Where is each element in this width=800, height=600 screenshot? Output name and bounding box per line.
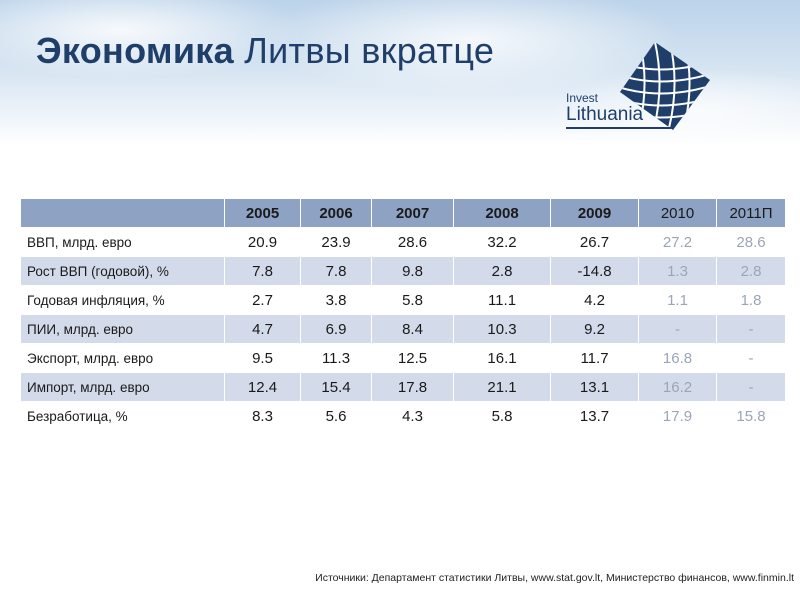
header-row: 2005 2006 2007 2008 2009 2010 2011П (20, 198, 786, 228)
header-corner (20, 198, 225, 228)
row-label: Импорт, млрд. евро (20, 372, 225, 402)
year-header: 2008 (453, 198, 551, 228)
table-cell: -14.8 (550, 256, 639, 286)
table-cell: 4.2 (550, 285, 639, 315)
table-cell: 5.6 (300, 401, 372, 431)
table-row: Рост ВВП (годовой), % 7.8 7.8 9.8 2.8 -1… (20, 256, 786, 286)
table-cell: 3.8 (300, 285, 372, 315)
table-cell: 28.6 (371, 227, 454, 257)
table-cell: 21.1 (453, 372, 551, 402)
table-cell: 5.8 (453, 401, 551, 431)
table-cell: 12.4 (224, 372, 301, 402)
row-label: ВВП, млрд. евро (20, 227, 225, 257)
table-cell: 8.3 (224, 401, 301, 431)
table-cell: 32.2 (453, 227, 551, 257)
year-header: 2009 (550, 198, 639, 228)
table-cell: 20.9 (224, 227, 301, 257)
table-cell: 11.3 (300, 343, 372, 373)
table-cell: 9.2 (550, 314, 639, 344)
table-cell: 6.9 (300, 314, 372, 344)
table-cell: 17.9 (638, 401, 717, 431)
table-cell: 9.8 (371, 256, 454, 286)
year-header: 2007 (371, 198, 454, 228)
table-cell: 7.8 (300, 256, 372, 286)
table-cell: 8.4 (371, 314, 454, 344)
year-header: 2005 (224, 198, 301, 228)
invest-lithuania-logo-icon (620, 42, 710, 130)
source-note: Источники: Департамент статистики Литвы,… (315, 572, 794, 584)
table-cell: 23.9 (300, 227, 372, 257)
title-rest: Литвы вкратце (233, 30, 495, 71)
table-row: ВВП, млрд. евро 20.9 23.9 28.6 32.2 26.7… (20, 227, 786, 257)
logo-lithuania-text: Lithuania (566, 104, 644, 125)
table-cell: - (716, 372, 786, 402)
logo-underline (566, 127, 671, 129)
table-cell: 15.4 (300, 372, 372, 402)
table-row: ПИИ, млрд. евро 4.7 6.9 8.4 10.3 9.2 - - (20, 314, 786, 344)
table-cell: 4.3 (371, 401, 454, 431)
table-cell: - (716, 314, 786, 344)
year-header: 2011П (716, 198, 786, 228)
row-label: Рост ВВП (годовой), % (20, 256, 225, 286)
table-cell: 10.3 (453, 314, 551, 344)
table-cell: 26.7 (550, 227, 639, 257)
table-cell: 16.8 (638, 343, 717, 373)
table-cell: 15.8 (716, 401, 786, 431)
table-cell: 2.8 (716, 256, 786, 286)
table-cell: 9.5 (224, 343, 301, 373)
logo-text: Invest Lithuania (566, 92, 643, 125)
table-cell: - (716, 343, 786, 373)
table-cell: 11.1 (453, 285, 551, 315)
table-cell: 1.3 (638, 256, 717, 286)
table-row: Экспорт, млрд. евро 9.5 11.3 12.5 16.1 1… (20, 343, 786, 373)
table-cell: 1.8 (716, 285, 786, 315)
row-label: Годовая инфляция, % (20, 285, 225, 315)
table-cell: - (638, 314, 717, 344)
table-cell: 27.2 (638, 227, 717, 257)
table-cell: 11.7 (550, 343, 639, 373)
table-cell: 13.1 (550, 372, 639, 402)
table-cell: 2.7 (224, 285, 301, 315)
table-cell: 13.7 (550, 401, 639, 431)
table-cell: 16.2 (638, 372, 717, 402)
row-label: Экспорт, млрд. евро (20, 343, 225, 373)
row-label: ПИИ, млрд. евро (20, 314, 225, 344)
title-bold: Экономика (36, 30, 234, 71)
table-row: Годовая инфляция, % 2.7 3.8 5.8 11.1 4.2… (20, 285, 786, 315)
page-title: Экономика Литвы вкратце (36, 30, 494, 72)
logo-invest-text: Invest (566, 91, 599, 105)
table-cell: 12.5 (371, 343, 454, 373)
table-cell: 1.1 (638, 285, 717, 315)
row-label: Безработица, % (20, 401, 225, 431)
year-header: 2010 (638, 198, 717, 228)
table-row: Импорт, млрд. евро 12.4 15.4 17.8 21.1 1… (20, 372, 786, 402)
table-cell: 4.7 (224, 314, 301, 344)
table-cell: 2.8 (453, 256, 551, 286)
year-header: 2006 (300, 198, 372, 228)
economy-table: 2005 2006 2007 2008 2009 2010 2011П ВВП,… (20, 198, 786, 431)
table-cell: 28.6 (716, 227, 786, 257)
table-cell: 5.8 (371, 285, 454, 315)
table-cell: 7.8 (224, 256, 301, 286)
table-row: Безработица, % 8.3 5.6 4.3 5.8 13.7 17.9… (20, 401, 786, 431)
table-cell: 17.8 (371, 372, 454, 402)
table-cell: 16.1 (453, 343, 551, 373)
